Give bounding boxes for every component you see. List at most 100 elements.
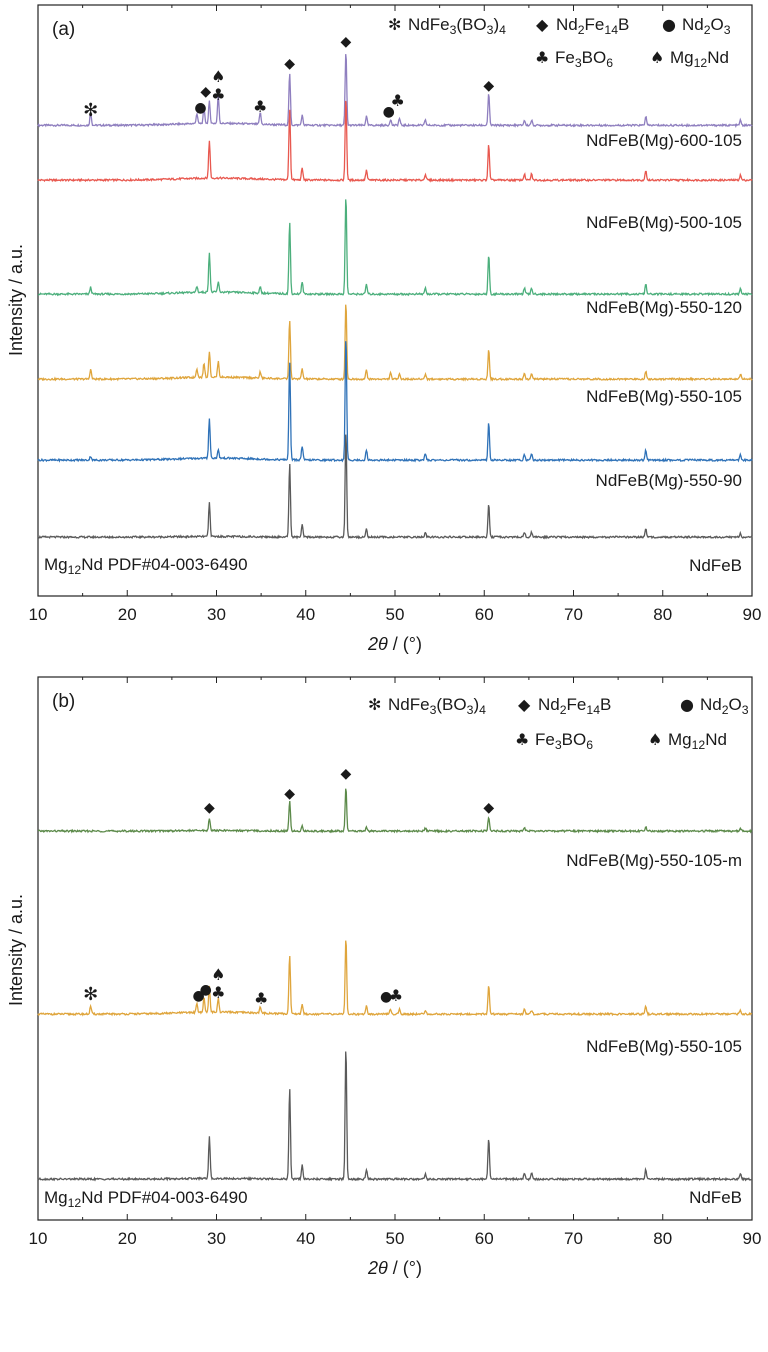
series-line	[37, 1051, 753, 1182]
series-label: NdFeB(Mg)-550-120	[586, 298, 742, 317]
text-part: O	[711, 15, 724, 34]
subscript: 12	[68, 1196, 82, 1210]
y-axis-label: Intensity / a.u.	[6, 894, 26, 1006]
peak-marker-icon: ◆	[341, 766, 352, 782]
x-tick-label: 50	[386, 1229, 405, 1248]
x-axis-label: 2θ / (°)	[367, 1258, 422, 1278]
text-part: Mg	[670, 48, 694, 67]
text-part: Nd	[538, 695, 560, 714]
peak-marker-icon: ◆	[483, 78, 494, 94]
text-part: Nd	[705, 730, 727, 749]
series-line	[37, 341, 753, 463]
text-part: Nd	[700, 695, 722, 714]
peak-marker-icon: ♣	[253, 97, 267, 116]
legend-symbol-icon: ●	[662, 15, 676, 34]
subscript: 14	[586, 703, 600, 717]
subscript: 2	[704, 23, 711, 37]
peak-marker-icon: ♣	[254, 989, 268, 1008]
peak-marker-icon: ♣	[389, 986, 403, 1005]
x-axis-label-unit: / (°)	[388, 1258, 422, 1278]
x-tick-label: 80	[653, 1229, 672, 1248]
subscript: 3	[430, 703, 437, 717]
peak-marker-icon: ✻	[83, 100, 98, 121]
x-tick-label: 90	[743, 1229, 762, 1248]
x-tick-label: 70	[564, 1229, 583, 1248]
legend-entry: Nd2O3	[700, 695, 749, 717]
subscript: 2	[578, 23, 585, 37]
peak-marker-icon: ♣	[211, 85, 225, 104]
legend-entry: NdFe3(BO3)4	[408, 15, 506, 37]
text-part: NdFe	[408, 15, 450, 34]
series-line	[37, 100, 753, 183]
text-part: BO	[582, 48, 607, 67]
series-line	[37, 54, 753, 129]
legend-entry: Nd2Fe14B	[538, 695, 611, 717]
peak-marker-icon: ♠	[211, 67, 225, 86]
text-part: Nd	[707, 48, 729, 67]
x-tick-label: 60	[475, 1229, 494, 1248]
subscript: 12	[692, 738, 706, 752]
subscript: 12	[68, 563, 82, 577]
legend-symbol-icon: ♣	[515, 730, 529, 749]
series-label: NdFeB(Mg)-500-105	[586, 213, 742, 232]
peak-marker-icon: ♣	[211, 983, 225, 1002]
x-tick-label: 50	[386, 605, 405, 624]
x-tick-label: 60	[475, 605, 494, 624]
reference-note: Mg12Nd PDF#04-003-6490	[44, 555, 248, 577]
x-tick-label: 90	[743, 605, 762, 624]
subscript: 4	[479, 703, 486, 717]
text-part: B	[600, 695, 611, 714]
text-part: Nd	[556, 15, 578, 34]
legend-symbol-icon: ◆	[518, 695, 531, 714]
legend-symbol-icon: ◆	[536, 15, 549, 34]
peak-marker-icon: ◆	[284, 56, 295, 72]
x-axis-label-italic: 2θ	[367, 1258, 388, 1278]
legend-symbol-icon: ✻	[388, 15, 401, 34]
subscript: 12	[694, 56, 708, 70]
x-tick-label: 40	[296, 605, 315, 624]
peak-marker-icon: ♠	[211, 965, 225, 984]
text-part: B	[618, 15, 629, 34]
series-line	[37, 199, 753, 297]
legend-entry: Mg12Nd	[670, 48, 729, 70]
series-label: NdFeB(Mg)-550-90	[596, 471, 742, 490]
legend-symbol-icon: ●	[680, 695, 694, 714]
text-part: BO	[562, 730, 587, 749]
text-part: (BO	[436, 695, 466, 714]
series-line	[37, 304, 753, 382]
peak-marker-icon: ◆	[341, 34, 352, 50]
peak-marker-icon: ◆	[483, 800, 494, 816]
peak-marker-icon: ◆	[204, 800, 215, 816]
peak-marker-icon: ✻	[83, 984, 98, 1005]
peak-marker-icon: ●	[193, 988, 205, 1004]
text-part: Nd PDF#04-003-6490	[81, 1188, 247, 1207]
series-label: NdFeB	[689, 1188, 742, 1207]
legend-entry: NdFe3(BO3)4	[388, 695, 486, 717]
x-axis-label: 2θ / (°)	[367, 634, 422, 654]
text-part: Fe	[555, 48, 575, 67]
x-tick-label: 30	[207, 1229, 226, 1248]
peak-marker-icon: ◆	[284, 786, 295, 802]
x-tick-label: 70	[564, 605, 583, 624]
text-part: Fe	[585, 15, 605, 34]
legend-symbol-icon: ✻	[368, 695, 381, 714]
x-tick-label: 40	[296, 1229, 315, 1248]
series-label: NdFeB(Mg)-600-105	[586, 131, 742, 150]
subscript: 3	[724, 23, 731, 37]
subscript: 3	[742, 703, 749, 717]
x-axis-label-unit: / (°)	[388, 634, 422, 654]
text-part: Nd	[682, 15, 704, 34]
legend-symbol-icon: ♣	[535, 48, 549, 67]
text-part: Nd PDF#04-003-6490	[81, 555, 247, 574]
subscript: 6	[606, 56, 613, 70]
subscript: 3	[487, 23, 494, 37]
x-tick-label: 30	[207, 605, 226, 624]
text-part: Fe	[535, 730, 555, 749]
legend-entry: Mg12Nd	[668, 730, 727, 752]
subscript: 3	[575, 56, 582, 70]
peak-marker-icon: ♣	[391, 91, 405, 110]
series-label: NdFeB	[689, 556, 742, 575]
plot-frame	[37, 676, 753, 1221]
series-label: NdFeB(Mg)-550-105-m	[566, 851, 742, 870]
